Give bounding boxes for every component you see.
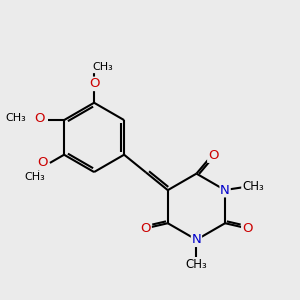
Text: O: O xyxy=(208,149,218,162)
Text: O: O xyxy=(89,77,99,90)
Text: CH₃: CH₃ xyxy=(92,62,113,73)
Text: O: O xyxy=(140,222,151,235)
Text: CH₃: CH₃ xyxy=(25,172,46,182)
Text: CH₃: CH₃ xyxy=(186,258,207,271)
Text: CH₃: CH₃ xyxy=(242,180,264,193)
Text: CH₃: CH₃ xyxy=(5,113,26,123)
Text: O: O xyxy=(38,156,48,170)
Text: N: N xyxy=(220,184,230,197)
Text: N: N xyxy=(192,233,201,246)
Text: O: O xyxy=(242,222,252,235)
Text: O: O xyxy=(34,112,45,125)
